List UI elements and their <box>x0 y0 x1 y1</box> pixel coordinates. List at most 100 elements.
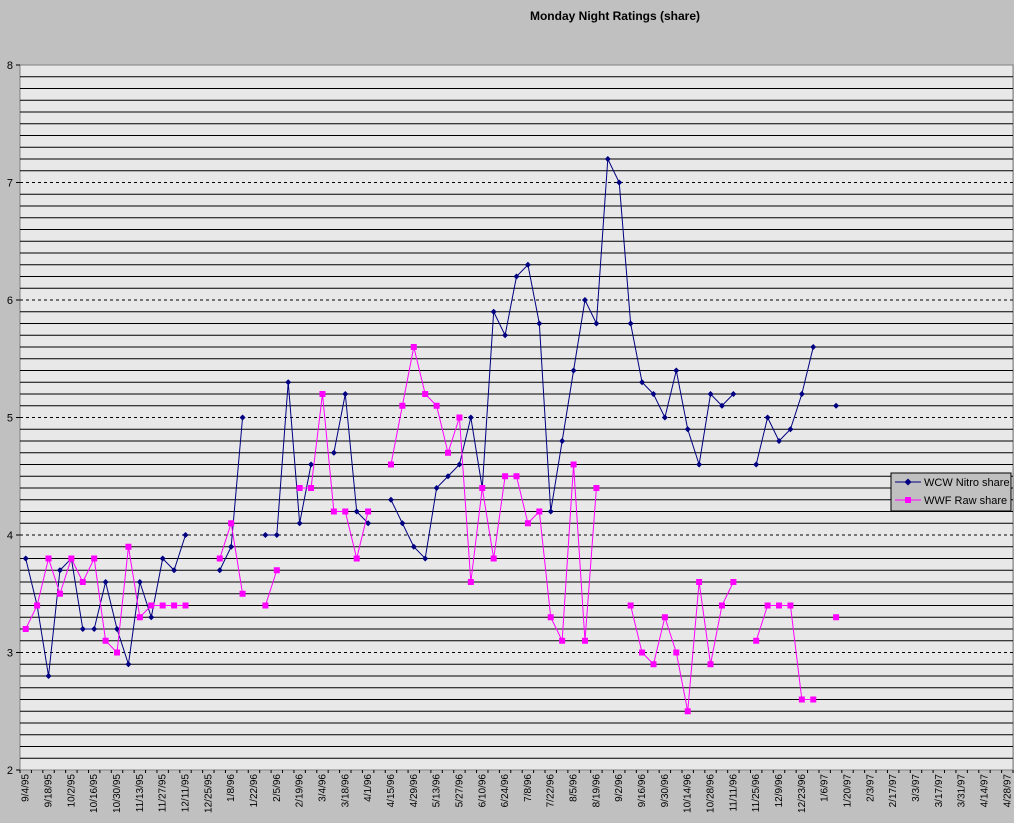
data-point <box>171 602 178 609</box>
x-tick-label: 10/30/95 <box>112 774 123 813</box>
data-point <box>684 708 691 715</box>
data-point <box>273 532 280 538</box>
data-point <box>513 273 520 280</box>
y-axis-ticks: 2 3 4 5 6 7 8 <box>7 60 20 777</box>
x-tick-label: 1/8/96 <box>226 774 237 802</box>
data-point <box>673 367 680 374</box>
data-point <box>696 579 703 585</box>
x-tick-label: 2/5/96 <box>272 774 283 802</box>
data-point <box>45 555 52 562</box>
data-point <box>45 673 52 679</box>
data-point <box>387 496 394 503</box>
data-point <box>353 555 360 562</box>
data-point <box>559 438 566 444</box>
data-point <box>490 555 497 562</box>
y-tick-label: 3 <box>7 648 13 660</box>
legend: WCW Nitro share WWF Raw share <box>890 472 1012 512</box>
data-point <box>798 391 805 397</box>
data-point <box>114 649 121 656</box>
x-tick-label: 6/10/96 <box>477 774 488 808</box>
series-line <box>630 581 734 712</box>
data-point <box>22 555 29 562</box>
data-point <box>764 414 771 421</box>
data-point <box>216 567 223 574</box>
data-point <box>650 661 657 668</box>
x-tick-label: 10/16/95 <box>89 774 100 813</box>
y-tick-label: 4 <box>7 530 13 542</box>
data-point <box>536 320 543 327</box>
legend-item-wcw: WCW Nitro share <box>895 477 1010 489</box>
x-tick-label: 7/8/96 <box>523 774 534 802</box>
x-tick-label: 3/17/97 <box>934 774 945 808</box>
data-point <box>228 543 235 550</box>
data-point <box>650 391 657 397</box>
x-tick-label: 10/2/95 <box>66 774 77 808</box>
legend-box <box>890 472 1012 512</box>
data-point <box>410 543 417 550</box>
data-point <box>399 520 406 527</box>
data-point <box>833 402 840 409</box>
data-point <box>764 602 771 609</box>
data-point <box>182 532 189 538</box>
x-tick-label: 10/28/96 <box>706 774 717 813</box>
data-point <box>273 567 280 574</box>
data-point <box>296 485 303 491</box>
x-tick-label: 11/13/95 <box>135 774 146 813</box>
data-point <box>730 579 737 585</box>
x-tick-label: 3/31/97 <box>957 774 968 808</box>
data-point <box>182 602 189 609</box>
data-point <box>102 579 109 585</box>
data-point <box>502 473 509 480</box>
data-point <box>490 308 497 315</box>
data-point <box>467 579 474 585</box>
x-tick-label: 5/27/96 <box>454 774 465 808</box>
data-point <box>22 626 29 632</box>
data-point <box>319 391 326 397</box>
data-point <box>228 520 235 527</box>
data-point <box>524 520 531 527</box>
legend-marker-wcw <box>904 478 912 486</box>
data-point <box>627 602 634 609</box>
x-tick-label: 8/19/96 <box>591 774 602 808</box>
x-tick-label: 2/19/96 <box>295 774 306 808</box>
data-point <box>547 614 554 621</box>
data-point <box>696 461 703 468</box>
x-tick-label: 8/5/96 <box>569 774 580 802</box>
data-point <box>730 391 737 397</box>
data-point <box>159 602 166 609</box>
data-point <box>718 602 725 609</box>
x-tick-label: 6/24/96 <box>500 774 511 808</box>
x-tick-label: 4/29/96 <box>409 774 420 808</box>
data-point <box>114 626 121 632</box>
legend-item-wwf: WWF Raw share <box>895 495 1007 507</box>
data-point <box>262 602 269 609</box>
data-point <box>399 402 406 409</box>
x-tick-label: 9/4/95 <box>21 774 32 802</box>
data-point <box>34 602 41 609</box>
data-point <box>433 485 440 491</box>
x-tick-label: 12/25/95 <box>203 774 214 813</box>
data-point <box>536 508 543 515</box>
data-point <box>502 332 509 339</box>
data-point <box>148 602 155 609</box>
data-point <box>673 649 680 656</box>
x-tick-label: 4/28/97 <box>1002 774 1013 808</box>
chart-title: Monday Night Ratings (share) <box>530 9 700 23</box>
data-point <box>810 696 817 703</box>
data-point <box>91 626 98 632</box>
data-point <box>513 473 520 480</box>
data-point <box>639 379 646 386</box>
data-point <box>661 614 668 621</box>
data-point <box>285 379 292 386</box>
data-point <box>365 520 372 527</box>
x-tick-label: 9/18/95 <box>44 774 55 808</box>
data-point <box>445 473 452 480</box>
data-point <box>787 426 794 433</box>
data-point <box>136 614 143 621</box>
data-point <box>661 414 668 421</box>
data-point <box>456 461 463 468</box>
plot-area <box>19 64 1014 771</box>
data-point <box>125 543 132 550</box>
x-tick-label: 3/18/96 <box>340 774 351 808</box>
